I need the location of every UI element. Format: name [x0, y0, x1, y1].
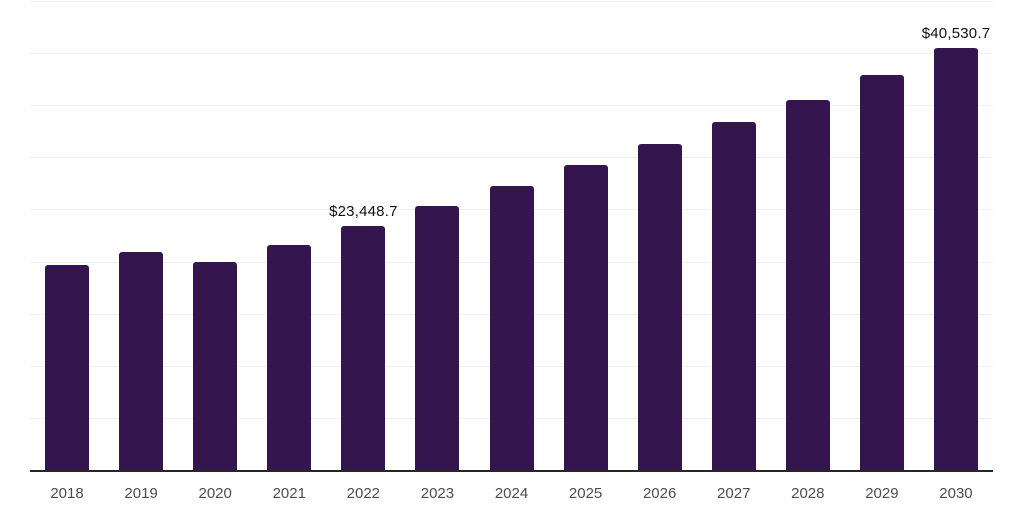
- x-tick-label-2019: 2019: [124, 485, 158, 502]
- bar-slot-2020: [178, 1, 252, 470]
- bar-2030: $40,530.7: [922, 25, 990, 470]
- bar-slot-2026: [623, 1, 697, 470]
- bar-slot-2029: [845, 1, 919, 470]
- bar-2023: [415, 205, 460, 470]
- value-label-2030: $40,530.7: [921, 24, 991, 42]
- x-tick-label-2026: 2026: [642, 485, 677, 502]
- bar-slot-2019: [104, 1, 178, 470]
- x-tick-label-2021: 2021: [272, 485, 306, 502]
- x-axis-labels: 2018 2019 2020 2021 2022 2023 2024 2025 2026 2027…: [30, 485, 993, 502]
- gridline-35000: [30, 105, 993, 107]
- x-tick-label-2028: 2028: [791, 485, 825, 502]
- bar-slot-2023: [400, 1, 474, 470]
- bar-2019: [119, 251, 164, 470]
- bar-2024: [489, 186, 534, 470]
- bar-slot-2022: $23,448.7: [326, 1, 400, 470]
- x-tick-label-2024: 2024: [494, 485, 529, 502]
- bar-2025: [563, 164, 608, 470]
- bar-2022: $23,448.7: [329, 203, 397, 470]
- bar-slot-2027: [697, 1, 771, 470]
- bar-2027: [711, 122, 756, 470]
- bar-slot-2025: [549, 1, 623, 470]
- bar-2021: [267, 244, 312, 470]
- bar-2029: [859, 75, 904, 470]
- x-tick-label-2025: 2025: [568, 485, 603, 502]
- gridline-40000: [30, 53, 993, 55]
- plot-area: $23,448.7 $40,530.7: [30, 1, 993, 472]
- x-tick-label-2020: 2020: [198, 485, 232, 502]
- bars-container: $23,448.7 $40,530.7: [30, 1, 993, 470]
- x-tick-label-2027: 2027: [717, 485, 751, 502]
- x-axis-line: [30, 470, 993, 472]
- value-label-2022: $23,448.7: [329, 202, 398, 220]
- bar-2018: [45, 264, 90, 470]
- x-tick-label-2029: 2029: [865, 485, 899, 502]
- gridline-30000: [30, 157, 993, 159]
- bar-slot-2030: $40,530.7: [919, 1, 993, 470]
- bar-2028: [785, 100, 830, 470]
- x-tick-label-2018: 2018: [50, 485, 84, 502]
- bar-2026: [637, 144, 682, 470]
- x-tick-label-2022: 2022: [346, 485, 381, 502]
- bar-slot-2028: [771, 1, 845, 470]
- gridline-45000: [30, 1, 993, 2]
- x-tick-label-2030: 2030: [939, 485, 973, 502]
- bar-slot-2024: [474, 1, 548, 470]
- bar-2020: [193, 261, 238, 470]
- bar-slot-2018: [30, 1, 104, 470]
- bar-slot-2021: [252, 1, 326, 470]
- x-tick-label-2023: 2023: [420, 485, 455, 502]
